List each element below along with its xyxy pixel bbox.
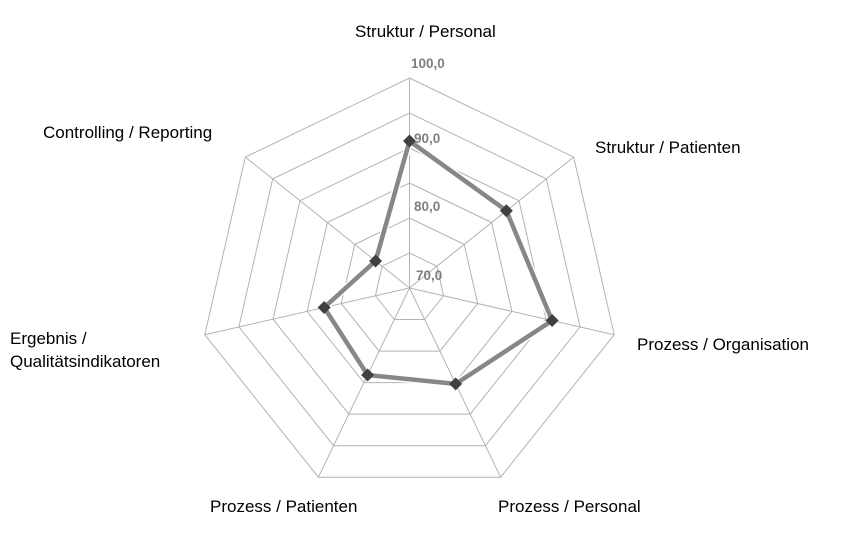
grid-ring	[340, 217, 479, 352]
category-label-controlling-reporting: Controlling / Reporting	[43, 123, 213, 142]
category-label-prozess-organisation: Prozess / Organisation	[637, 335, 809, 354]
grid-spoke	[244, 156, 410, 289]
series-marker	[449, 377, 463, 391]
series-marker	[369, 254, 383, 268]
series-marker	[317, 300, 331, 314]
value-axis-tick-80: 80,0	[414, 199, 441, 214]
series-marker	[545, 314, 559, 328]
series-line	[321, 137, 555, 387]
series-marker	[403, 134, 416, 148]
category-label-prozess-patienten: Prozess / Patienten	[210, 497, 358, 516]
grid-spoke	[409, 287, 615, 336]
grid-ring	[204, 77, 615, 478]
grid-ring	[238, 112, 581, 447]
value-axis-tick-90: 90,0	[414, 131, 441, 146]
value-axis-tick-70: 70,0	[416, 268, 443, 283]
category-label-struktur-personal: Struktur / Personal	[355, 22, 496, 41]
series-marker	[499, 204, 513, 218]
grid-spoke	[317, 287, 410, 478]
value-axis-tick-100: 100,0	[411, 56, 445, 71]
grid-spoke	[204, 287, 410, 336]
category-label-ergebnis-qualitaetsindikatoren: Ergebnis / Qualitätsindikatoren	[10, 329, 161, 371]
category-label-prozess-personal: Prozess / Personal	[498, 497, 641, 516]
grid-ring	[374, 252, 445, 320]
grid-ring	[272, 147, 547, 415]
grid-spoke	[409, 156, 575, 289]
series-marker	[361, 368, 375, 382]
category-label-struktur-patienten: Struktur / Patienten	[595, 138, 741, 157]
